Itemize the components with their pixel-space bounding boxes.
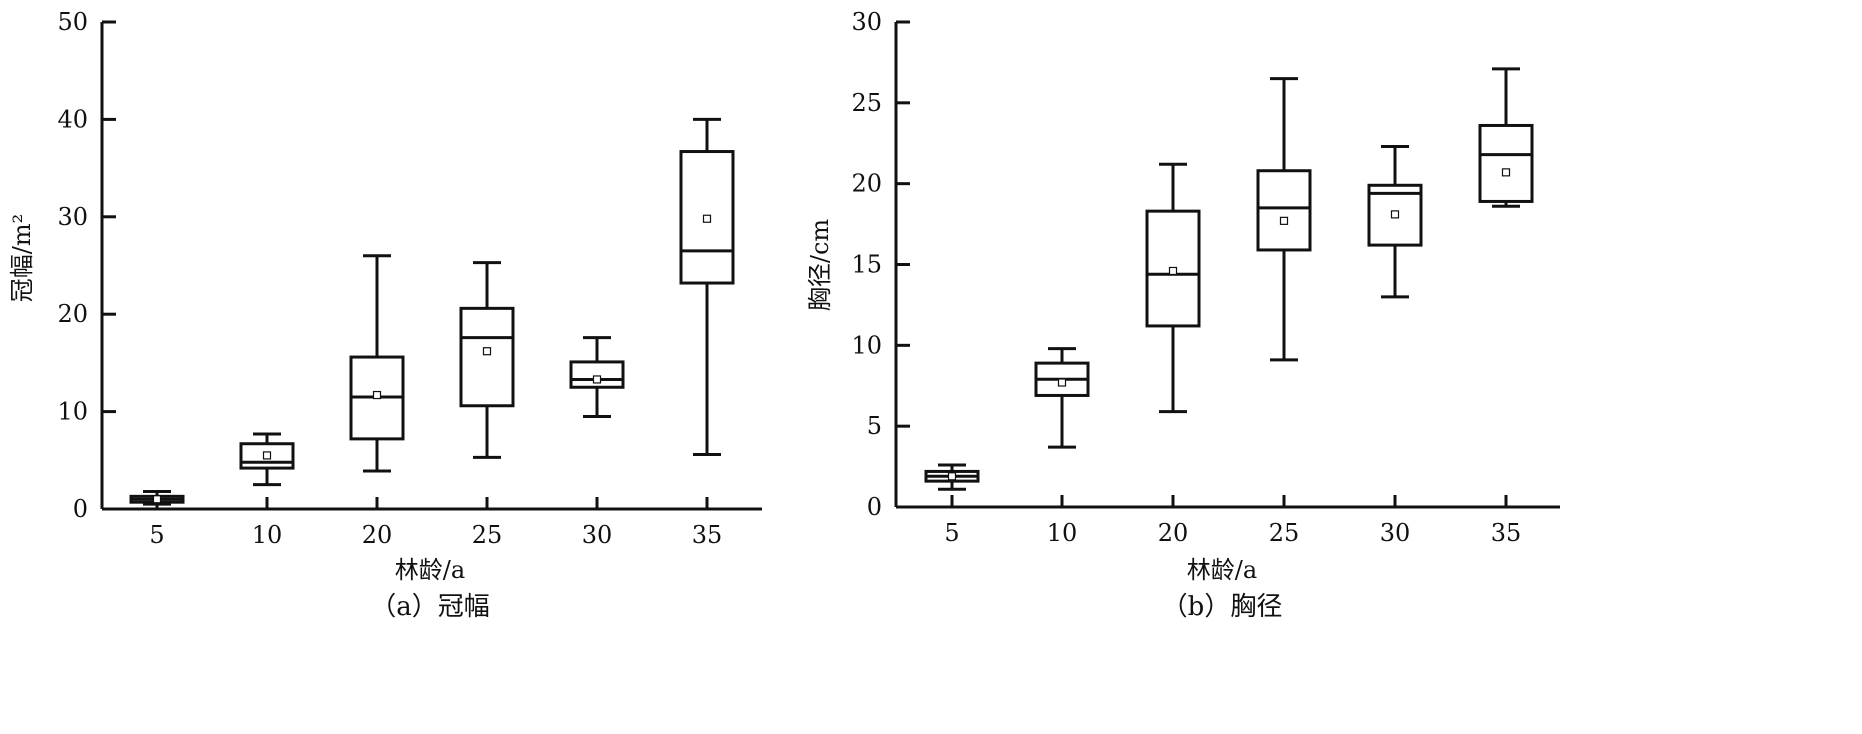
- iqr-box: [1145, 209, 1201, 328]
- iqr-box: [459, 306, 515, 408]
- iqr-box: [679, 150, 735, 285]
- box-plot-30: [1367, 144, 1423, 299]
- box-plot-5: [129, 489, 185, 506]
- mean-marker: [262, 451, 272, 460]
- y-tick-label: 30: [851, 8, 882, 36]
- panel-dbh: 胸径/cm 林龄/a （b）胸径 0 5 10 15 20 25 30 5 10 20 25 30 35: [806, 8, 1560, 622]
- x-tick-label: 20: [362, 521, 393, 549]
- x-tick-label: 10: [252, 521, 283, 549]
- x-tick-label: 30: [582, 521, 613, 549]
- mean-marker: [702, 214, 712, 223]
- y-tick-label: 0: [73, 495, 88, 523]
- x-tick-label: 5: [149, 521, 164, 549]
- x-tick-label: 5: [944, 519, 959, 547]
- box-plot-30: [569, 336, 625, 418]
- mean-marker: [1501, 168, 1511, 177]
- box-plot-20: [349, 254, 405, 473]
- x-tick-label: 10: [1047, 519, 1078, 547]
- mean-marker: [482, 347, 492, 356]
- iqr-box: [1478, 123, 1534, 203]
- y-tick-label: 25: [851, 89, 882, 117]
- x-tick-label: 35: [692, 521, 723, 549]
- x-tick-label: 25: [1269, 519, 1300, 547]
- y-tick-label: 10: [57, 398, 88, 426]
- box-plot-10: [239, 432, 295, 487]
- y-tick-label: 10: [851, 331, 882, 359]
- box-plot-35: [679, 117, 735, 456]
- iqr-box: [569, 360, 625, 389]
- box-plot-10: [1034, 347, 1090, 449]
- panel-crown-width: 冠幅/m² 林龄/a （a）冠幅 0 10 20 30 40 50 5 10 20 25 30 35: [8, 8, 762, 622]
- panel-caption: （a）冠幅: [370, 592, 490, 622]
- box-plot-25: [459, 261, 515, 459]
- mean-marker: [592, 375, 602, 384]
- box-plot-5: [924, 463, 980, 491]
- y-tick-label: 15: [851, 251, 882, 279]
- box-plot-25: [1256, 77, 1312, 362]
- y-tick-label: 50: [57, 8, 88, 36]
- iqr-box: [239, 442, 295, 470]
- mean-marker: [1168, 266, 1178, 276]
- mean-marker: [372, 390, 382, 400]
- x-tick-label: 30: [1380, 519, 1411, 547]
- x-tick-label: 35: [1491, 519, 1522, 547]
- y-tick-label: 20: [851, 170, 882, 198]
- iqr-box: [1367, 183, 1423, 247]
- mean-marker: [1057, 378, 1067, 387]
- box-plot-35: [1478, 67, 1534, 208]
- mean-marker: [152, 495, 162, 504]
- y-tick-label: 20: [57, 300, 88, 328]
- y-axis-title: 胸径/cm: [806, 219, 834, 312]
- mean-marker: [947, 472, 957, 481]
- x-axis-title: 林龄/a: [395, 556, 465, 584]
- mean-marker: [1279, 216, 1289, 225]
- y-tick-label: 5: [867, 412, 882, 440]
- panel-caption: （b）胸径: [1162, 592, 1283, 622]
- box-plot-20: [1145, 162, 1201, 414]
- x-tick-label: 25: [472, 521, 503, 549]
- x-axis-title: 林龄/a: [1187, 556, 1257, 584]
- y-tick-label: 30: [57, 203, 88, 231]
- y-tick-label: 0: [867, 493, 882, 521]
- x-tick-label: 20: [1158, 519, 1189, 547]
- y-axis-title: 冠幅/m²: [8, 214, 36, 302]
- y-tick-label: 40: [57, 105, 88, 133]
- mean-marker: [1390, 210, 1400, 219]
- iqr-box: [1256, 169, 1312, 252]
